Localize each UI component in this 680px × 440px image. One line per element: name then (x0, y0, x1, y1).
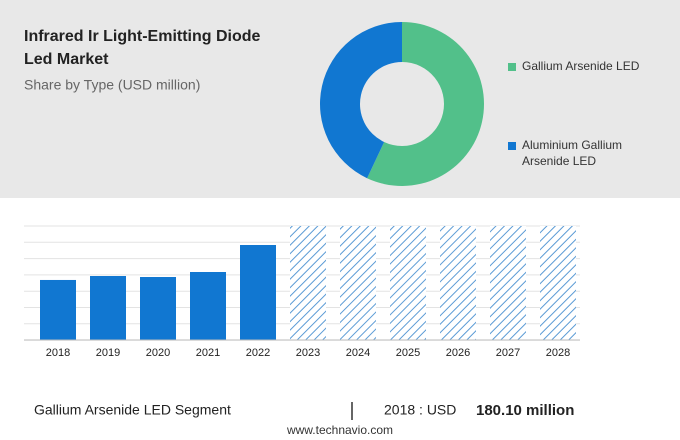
footer-site: www.technavio.com (286, 423, 393, 437)
x-tick-label: 2026 (446, 347, 470, 359)
bar (140, 277, 176, 340)
title: Led Market (24, 51, 109, 68)
donut-slice (320, 22, 402, 179)
x-tick-label: 2024 (346, 347, 370, 359)
footer-segment: Gallium Arsenide LED Segment (34, 402, 231, 418)
bar (40, 279, 76, 340)
forecast-placeholder (390, 226, 426, 340)
forecast-placeholder (290, 226, 326, 340)
x-tick-label: 2020 (146, 347, 170, 359)
x-tick-label: 2027 (496, 347, 520, 359)
forecast-placeholder (540, 226, 576, 340)
x-tick-label: 2023 (296, 347, 320, 359)
legend-swatch (508, 142, 516, 150)
bar (90, 276, 126, 340)
forecast-placeholder (340, 226, 376, 340)
legend-swatch (508, 63, 516, 71)
bar (190, 272, 226, 340)
legend-label: Gallium Arsenide LED (522, 59, 640, 73)
bar (240, 245, 276, 340)
x-tick-label: 2018 (46, 347, 70, 359)
legend-label: Aluminium Gallium Arsenide LED (522, 138, 622, 168)
x-tick-label: 2019 (96, 347, 120, 359)
subtitle: Share by Type (USD million) (24, 77, 200, 93)
x-tick-label: 2022 (246, 347, 270, 359)
donut-slice (367, 21, 484, 186)
x-tick-label: 2028 (546, 347, 570, 359)
x-tick-label: 2021 (196, 347, 220, 359)
x-tick-label: 2025 (396, 347, 420, 359)
forecast-placeholder (440, 226, 476, 340)
forecast-placeholder (490, 226, 526, 340)
title: Infrared Ir Light-Emitting Diode (24, 28, 261, 45)
footer-value: 180.10 million (476, 402, 574, 419)
footer-year: 2018 : USD (384, 402, 456, 418)
